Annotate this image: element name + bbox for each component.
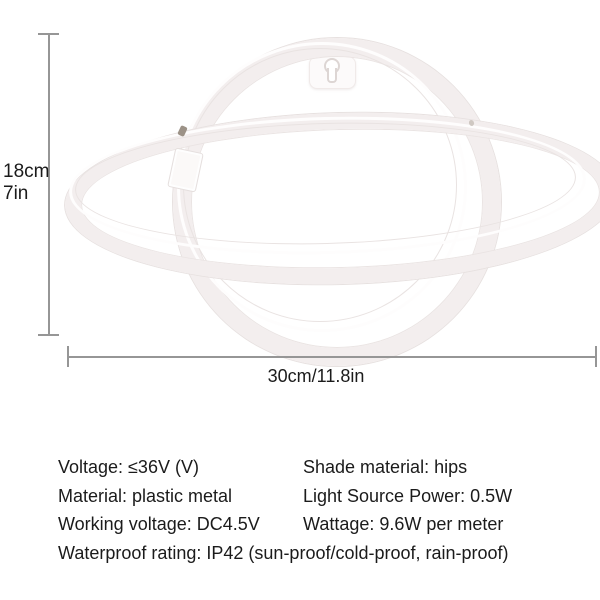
spec-row-2: Material: plastic metal Light Source Pow… bbox=[58, 482, 598, 511]
spec-working-voltage: Working voltage: DC4.5V bbox=[58, 514, 260, 534]
height-dimension-bottom-tick bbox=[38, 334, 59, 336]
height-label-in: 7in bbox=[3, 183, 29, 204]
spec-row-4: Waterproof rating: IP42 (sun-proof/cold-… bbox=[58, 539, 598, 568]
spec-waterproof-rating: Waterproof rating: IP42 (sun-proof/cold-… bbox=[58, 542, 509, 563]
spec-list: Voltage: ≤36V (V) Shade material: hips M… bbox=[58, 453, 598, 567]
height-dimension-label: 18cm 7in bbox=[3, 161, 49, 205]
spec-shade-material: Shade material: hips bbox=[303, 457, 468, 477]
spec-row-3: Working voltage: DC4.5V Wattage: 9.6W pe… bbox=[58, 510, 598, 539]
spec-voltage: Voltage: ≤36V (V) bbox=[58, 457, 199, 477]
height-dimension-line bbox=[48, 34, 50, 335]
spec-material: Material: plastic metal bbox=[58, 485, 233, 506]
width-dimension-right-tick bbox=[595, 346, 597, 367]
width-dimension-line bbox=[68, 356, 597, 358]
spec-light-source-power: Light Source Power: 0.5W bbox=[303, 485, 513, 506]
height-label-cm: 18cm bbox=[3, 161, 50, 182]
width-dimension-label: 30cm/11.8in bbox=[267, 366, 365, 386]
spec-wattage: Wattage: 9.6W per meter bbox=[303, 514, 504, 534]
spec-row-1: Voltage: ≤36V (V) Shade material: hips bbox=[58, 453, 598, 482]
